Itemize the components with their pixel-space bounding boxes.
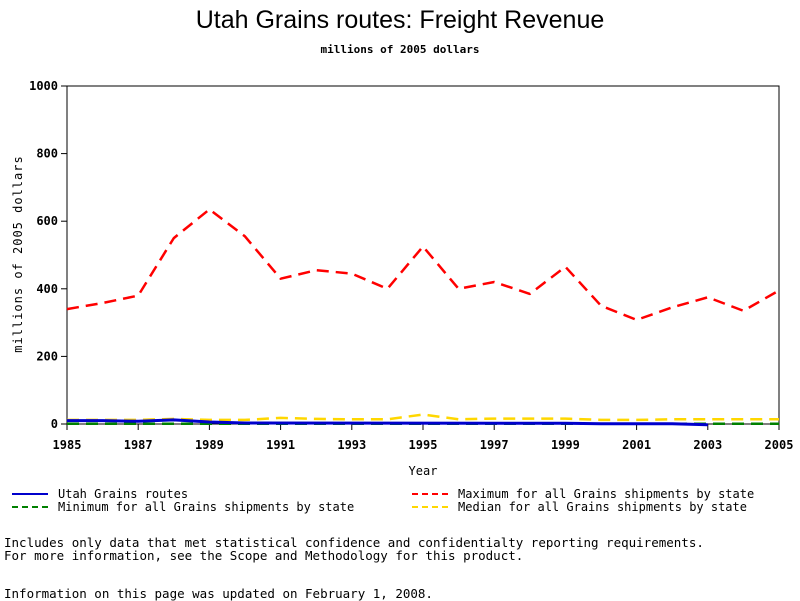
y-tick-label: 1000 (29, 79, 58, 93)
x-tick-label: 1985 (53, 438, 82, 452)
chart-title: Utah Grains routes: Freight Revenue (195, 6, 605, 34)
x-tick-label: 1999 (551, 438, 580, 452)
legend-item-maximum: Maximum for all Grains shipments by stat… (412, 487, 754, 501)
x-tick-label: 2003 (693, 438, 722, 452)
series-line-maximum-for-all-grains-shipments-by-state (66, 208, 780, 322)
y-tick-label: 0 (51, 417, 58, 431)
line-chart: 0 200 400 600 800 1000 1985 1987 1989 1991 1993 19… (11, 79, 794, 478)
legend-label: Minimum for all Grains shipments by stat… (58, 500, 355, 514)
y-tick-label: 400 (36, 282, 58, 296)
y-axis-label: millions of 2005 dollars (11, 155, 25, 352)
legend-item-minimum: Minimum for all Grains shipments by stat… (12, 500, 354, 514)
legend-swatch-median (412, 505, 448, 508)
legend-label: Median for all Grains shipments by state (458, 500, 747, 514)
x-tick-label: 1997 (480, 438, 509, 452)
x-axis-label: Year (409, 464, 438, 478)
chart-subtitle: millions of 2005 dollars (320, 43, 480, 56)
legend-swatch-minimum (12, 505, 48, 508)
x-tick-label: 1991 (266, 438, 295, 452)
legend-swatch-maximum (412, 492, 448, 495)
x-tick-label: 1995 (409, 438, 438, 452)
series-line-utah-grains-routes (67, 418, 708, 427)
x-tick-label: 1989 (195, 438, 224, 452)
footnote-methodology: For more information, see the Scope and … (4, 548, 524, 563)
legend-item-median: Median for all Grains shipments by state (412, 500, 747, 514)
legend-item-utah: Utah Grains routes (12, 487, 188, 501)
x-tick-label: 2005 (765, 438, 794, 452)
legend-swatch-utah (12, 492, 48, 495)
y-tick-label: 600 (36, 214, 58, 228)
x-tick-label: 1987 (124, 438, 153, 452)
x-tick-label: 2001 (622, 438, 651, 452)
y-tick-label: 800 (36, 147, 58, 161)
footnote-confidentiality: Includes only data that met statistical … (4, 535, 704, 550)
update-notice: Information on this page was updated on … (4, 586, 433, 601)
y-tick-label: 200 (36, 349, 58, 363)
plot-area-frame (66, 85, 780, 425)
x-tick-label: 1993 (337, 438, 366, 452)
legend-label: Maximum for all Grains shipments by stat… (458, 487, 755, 501)
legend-label: Utah Grains routes (58, 487, 189, 501)
